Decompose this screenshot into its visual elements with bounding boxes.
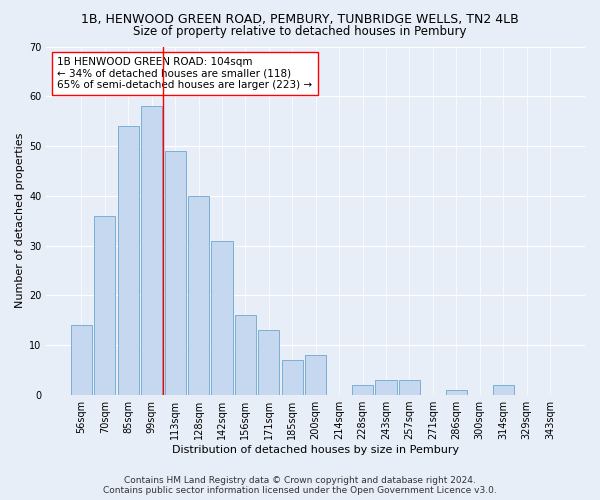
- Text: Size of property relative to detached houses in Pembury: Size of property relative to detached ho…: [133, 25, 467, 38]
- Text: 1B, HENWOOD GREEN ROAD, PEMBURY, TUNBRIDGE WELLS, TN2 4LB: 1B, HENWOOD GREEN ROAD, PEMBURY, TUNBRID…: [81, 12, 519, 26]
- Bar: [235, 316, 256, 395]
- Bar: [211, 240, 233, 395]
- Y-axis label: Number of detached properties: Number of detached properties: [15, 133, 25, 308]
- Bar: [118, 126, 139, 395]
- Bar: [141, 106, 162, 395]
- Bar: [352, 385, 373, 395]
- Bar: [399, 380, 420, 395]
- Bar: [376, 380, 397, 395]
- X-axis label: Distribution of detached houses by size in Pembury: Distribution of detached houses by size …: [172, 445, 459, 455]
- Bar: [305, 355, 326, 395]
- Bar: [71, 326, 92, 395]
- Bar: [94, 216, 115, 395]
- Bar: [493, 385, 514, 395]
- Bar: [282, 360, 303, 395]
- Bar: [164, 151, 185, 395]
- Bar: [259, 330, 280, 395]
- Text: Contains HM Land Registry data © Crown copyright and database right 2024.
Contai: Contains HM Land Registry data © Crown c…: [103, 476, 497, 495]
- Text: 1B HENWOOD GREEN ROAD: 104sqm
← 34% of detached houses are smaller (118)
65% of : 1B HENWOOD GREEN ROAD: 104sqm ← 34% of d…: [57, 57, 312, 90]
- Bar: [188, 196, 209, 395]
- Bar: [446, 390, 467, 395]
